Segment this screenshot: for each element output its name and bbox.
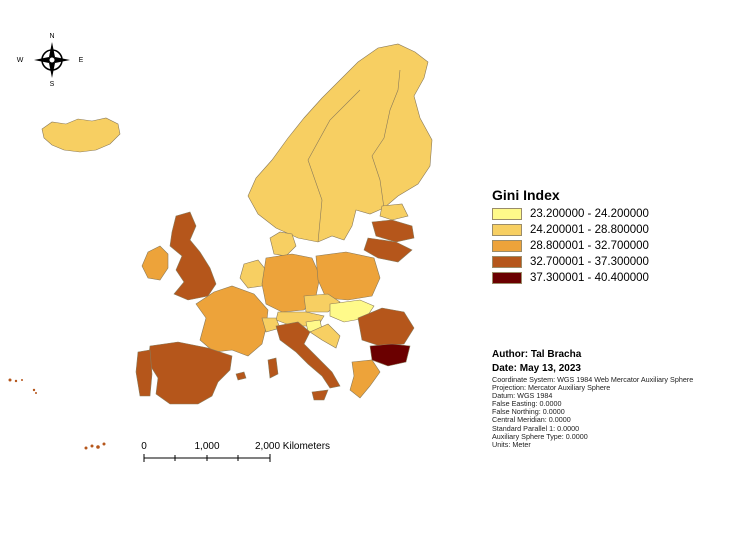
scale-label-0: 0 — [141, 441, 147, 452]
scale-label-2000: 2,000 Kilometers — [255, 441, 330, 452]
region-balearics — [235, 371, 247, 381]
metadata-line: Central Meridian: 0.0000 — [492, 415, 571, 425]
metadata-line: Coordinate System: WGS 1984 Web Mercator… — [492, 375, 694, 384]
compass-south-label: S — [50, 81, 55, 88]
metadata-line: Projection: Mercator Auxiliary Sphere — [492, 383, 611, 393]
metadata-line: Datum: WGS 1984 — [492, 391, 553, 401]
region-sardinia — [267, 357, 279, 379]
metadata-line: False Easting: 0.0000 — [492, 399, 562, 409]
legend-label: 28.800001 - 32.700000 — [530, 240, 649, 252]
region-sicily — [311, 389, 329, 401]
region-spain — [147, 341, 233, 405]
region-lithuania — [363, 237, 413, 263]
region-croatia — [309, 323, 341, 349]
compass-north-label: N — [49, 33, 54, 40]
author-text: Author: Tal Bracha — [492, 349, 582, 360]
legend-label: 23.200000 - 24.200000 — [530, 208, 649, 220]
legend-item: 24.200001 - 28.800000 — [492, 222, 649, 238]
legend-swatch — [492, 256, 522, 268]
region-atlantic-islands — [8, 378, 106, 450]
compass-west-label: W — [17, 57, 24, 64]
legend-label: 32.700001 - 37.300000 — [530, 256, 649, 268]
region-poland — [315, 251, 381, 301]
legend-item: 23.200000 - 24.200000 — [492, 206, 649, 222]
legend-title: Gini Index — [492, 187, 560, 203]
region-greece — [349, 359, 381, 399]
legend-label: 24.200001 - 28.800000 — [530, 224, 649, 236]
region-italy — [275, 321, 341, 389]
legend-swatch — [492, 272, 522, 284]
map-info: Author: Tal Bracha Date: May 13, 2023 Co… — [492, 349, 693, 449]
region-estonia — [379, 203, 409, 221]
legend-swatch — [492, 224, 522, 236]
metadata-line: False Northing: 0.0000 — [492, 407, 565, 417]
region-france — [195, 285, 269, 357]
region-denmark — [269, 231, 297, 257]
metadata-line: Standard Parallel 1: 0.0000 — [492, 423, 580, 433]
region-portugal — [135, 349, 153, 397]
legend-swatch — [492, 240, 522, 252]
region-uk — [169, 211, 217, 301]
date-text: Date: May 13, 2023 — [492, 363, 581, 374]
metadata-line: Auxiliary Sphere Type: 0.0000 — [492, 431, 588, 441]
region-benelux — [239, 259, 267, 289]
legend-label: 37.300001 - 40.400000 — [530, 272, 649, 284]
legend-item: 28.800001 - 32.700000 — [492, 238, 649, 254]
legend-item: 32.700001 - 37.300000 — [492, 254, 649, 270]
scale-bar: 0 1,000 2,000 Kilometers — [141, 441, 330, 462]
compass-rose-icon: N S W E — [17, 33, 84, 88]
region-scandinavia — [247, 43, 433, 243]
region-iceland — [41, 117, 121, 153]
compass-east-label: E — [79, 57, 84, 64]
legend-swatch — [492, 208, 522, 220]
region-latvia — [371, 219, 415, 243]
legend: Gini Index 23.200000 - 24.200000 24.2000… — [492, 187, 649, 286]
metadata-line: Units: Meter — [492, 439, 531, 449]
region-bulgaria — [369, 343, 411, 367]
region-ireland — [141, 245, 169, 281]
scale-label-1000: 1,000 — [194, 441, 219, 452]
legend-item: 37.300001 - 40.400000 — [492, 270, 649, 286]
region-romania — [357, 307, 415, 347]
